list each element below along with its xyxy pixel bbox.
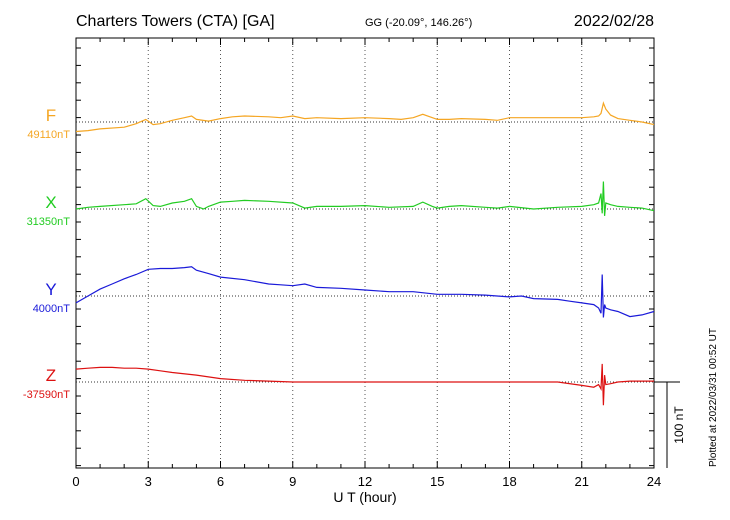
- component-name: F: [46, 106, 56, 125]
- component-name: Z: [46, 366, 56, 385]
- x-tick-label: 21: [575, 474, 589, 489]
- series-line-f: [75, 101, 655, 133]
- scale-bar: 100 nT: [654, 381, 686, 468]
- component-labels: F 49110nT X 31350nT Y 4000nT Z -37590nT: [23, 106, 70, 401]
- component-name: Y: [45, 280, 56, 299]
- series-lines: [75, 101, 655, 406]
- scale-bar-label: 100 nT: [672, 406, 686, 444]
- x-tick-label: 12: [358, 474, 372, 489]
- baseline-value: 49110nT: [27, 129, 70, 141]
- baseline-value: 4000nT: [33, 303, 71, 315]
- x-tick-label: 9: [289, 474, 296, 489]
- axis-ticks: [75, 38, 655, 468]
- baseline-value: 31350nT: [27, 216, 71, 228]
- series-line-z: [75, 363, 654, 406]
- x-axis-label: U T (hour): [333, 489, 396, 505]
- component-name: X: [45, 193, 56, 212]
- coordinates-label: GG (-20.09°, 146.26°): [365, 17, 472, 29]
- x-tick-label: 24: [647, 474, 661, 489]
- x-tick-label: 18: [502, 474, 516, 489]
- station-title: Charters Towers (CTA) [GA]: [76, 13, 275, 30]
- x-tick-label: 3: [145, 474, 152, 489]
- x-tick-labels: 0 3 6 9 12 15 18 21 24: [72, 474, 661, 489]
- baseline-value: -37590nT: [23, 389, 70, 401]
- x-tick-label: 6: [217, 474, 224, 489]
- x-tick-label: 0: [72, 474, 79, 489]
- series-line-y: [75, 266, 655, 318]
- date-label: 2022/02/28: [574, 13, 654, 30]
- x-tick-label: 15: [430, 474, 444, 489]
- plotted-timestamp: Plotted at 2022/03/31 00:52 UT: [708, 328, 719, 467]
- series-line-x: [75, 181, 655, 216]
- grid: [147, 38, 583, 468]
